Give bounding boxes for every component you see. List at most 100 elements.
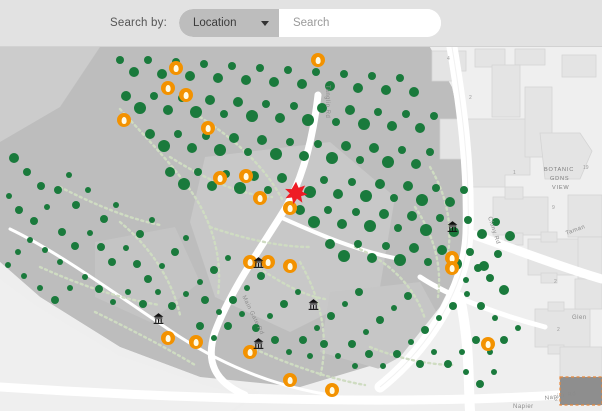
search-by-dropdown-value: Location	[192, 17, 237, 29]
poi-marker[interactable]	[161, 331, 175, 345]
tree-dot	[108, 258, 116, 266]
tree-dot	[333, 189, 343, 199]
tree-dot	[459, 349, 465, 355]
tree-dot	[134, 102, 146, 114]
poi-marker[interactable]	[161, 81, 175, 95]
tree-dot	[155, 289, 161, 295]
tree-dot	[477, 302, 485, 310]
road-label: Napier Rd	[544, 391, 577, 402]
poi-marker[interactable]	[481, 337, 495, 351]
poi-marker[interactable]	[283, 201, 297, 215]
tree-dot	[390, 194, 398, 202]
tree-dot	[290, 102, 298, 110]
tree-dot	[409, 243, 419, 253]
tree-dot	[145, 129, 155, 139]
poi-marker[interactable]	[253, 191, 267, 205]
tree-dot	[183, 235, 189, 241]
tree-dot	[257, 135, 267, 145]
tree-dot	[445, 197, 455, 207]
map-canvas[interactable]: BOTANIC GDNS VIEW Cluny Rd Taman Napier Rd Nap…	[0, 47, 602, 411]
tree-dot	[491, 369, 497, 375]
tree-dot	[505, 231, 515, 241]
tree-dot	[340, 70, 348, 78]
building-number: 2	[554, 279, 557, 285]
tree-dot	[82, 274, 88, 280]
tree-dot	[437, 245, 447, 255]
poi-marker[interactable]	[261, 255, 275, 269]
tree-dot	[297, 79, 307, 89]
tree-dot	[216, 309, 222, 315]
tree-dot	[9, 153, 19, 163]
poi-marker[interactable]	[179, 88, 193, 102]
pavilion-icon	[308, 299, 319, 310]
poi-marker[interactable]	[283, 259, 297, 273]
tree-dot	[338, 250, 350, 262]
tree-dot	[341, 141, 351, 151]
tree-dot	[72, 201, 80, 209]
building-number: 2	[469, 95, 472, 101]
poi-marker[interactable]	[169, 61, 183, 75]
tree-dot	[314, 140, 322, 148]
tree-dot	[449, 227, 459, 237]
tree-dot	[355, 288, 363, 296]
poi-marker[interactable]	[239, 169, 253, 183]
tree-dot	[27, 237, 33, 243]
tree-dot	[352, 363, 358, 369]
tree-dot	[352, 208, 360, 216]
search-by-dropdown[interactable]: Location	[178, 9, 279, 37]
tree-dot	[205, 95, 215, 105]
tree-dot	[342, 301, 348, 307]
tree-dot	[163, 105, 173, 115]
tree-dot	[256, 64, 264, 72]
tree-dot	[280, 300, 288, 308]
poi-marker[interactable]	[201, 121, 215, 135]
tree-dot	[262, 100, 270, 108]
search-field[interactable]	[278, 9, 441, 37]
poi-marker[interactable]	[283, 373, 297, 387]
tree-dot	[424, 258, 432, 266]
search-input[interactable]	[290, 16, 441, 30]
tree-dot	[220, 110, 228, 118]
tree-dot	[295, 205, 305, 215]
tree-dot	[382, 156, 394, 168]
tree-dot	[374, 108, 382, 116]
tree-dot	[150, 92, 158, 100]
poi-marker[interactable]	[311, 53, 325, 67]
map-area-label: GDNS	[550, 176, 570, 182]
tree-dot	[464, 291, 470, 297]
tree-dot	[168, 302, 176, 310]
tree-dot	[97, 243, 105, 251]
poi-marker[interactable]	[213, 171, 227, 185]
poi-marker[interactable]	[243, 255, 257, 269]
tree-dot	[121, 91, 131, 101]
tree-dot	[144, 56, 152, 64]
tree-dot	[324, 206, 332, 214]
tree-dot	[308, 216, 320, 228]
tree-dot	[267, 313, 273, 319]
poi-marker[interactable]	[445, 261, 459, 275]
tree-dot	[369, 143, 379, 153]
map-area-label: VIEW	[552, 185, 570, 191]
poi-marker[interactable]	[243, 345, 257, 359]
tree-dot	[270, 148, 282, 160]
tree-dot	[299, 336, 307, 344]
tree-dot	[381, 85, 391, 95]
poi-marker[interactable]	[325, 383, 339, 397]
tree-dot	[113, 202, 119, 208]
tree-dot	[358, 118, 370, 130]
tree-dot	[368, 72, 376, 80]
poi-marker[interactable]	[117, 113, 131, 127]
tree-dot	[133, 260, 141, 268]
pavilion-icon	[253, 338, 264, 349]
tree-dot	[5, 262, 11, 268]
tree-dot	[494, 250, 502, 258]
tree-dot	[233, 97, 243, 107]
red-star-marker[interactable]	[283, 180, 309, 206]
tree-dot	[42, 247, 48, 253]
search-controls: Search by: Location	[110, 9, 441, 37]
tree-dot	[402, 110, 410, 118]
tree-dot	[476, 380, 484, 388]
poi-marker[interactable]	[189, 335, 203, 349]
tree-dot	[44, 204, 50, 210]
